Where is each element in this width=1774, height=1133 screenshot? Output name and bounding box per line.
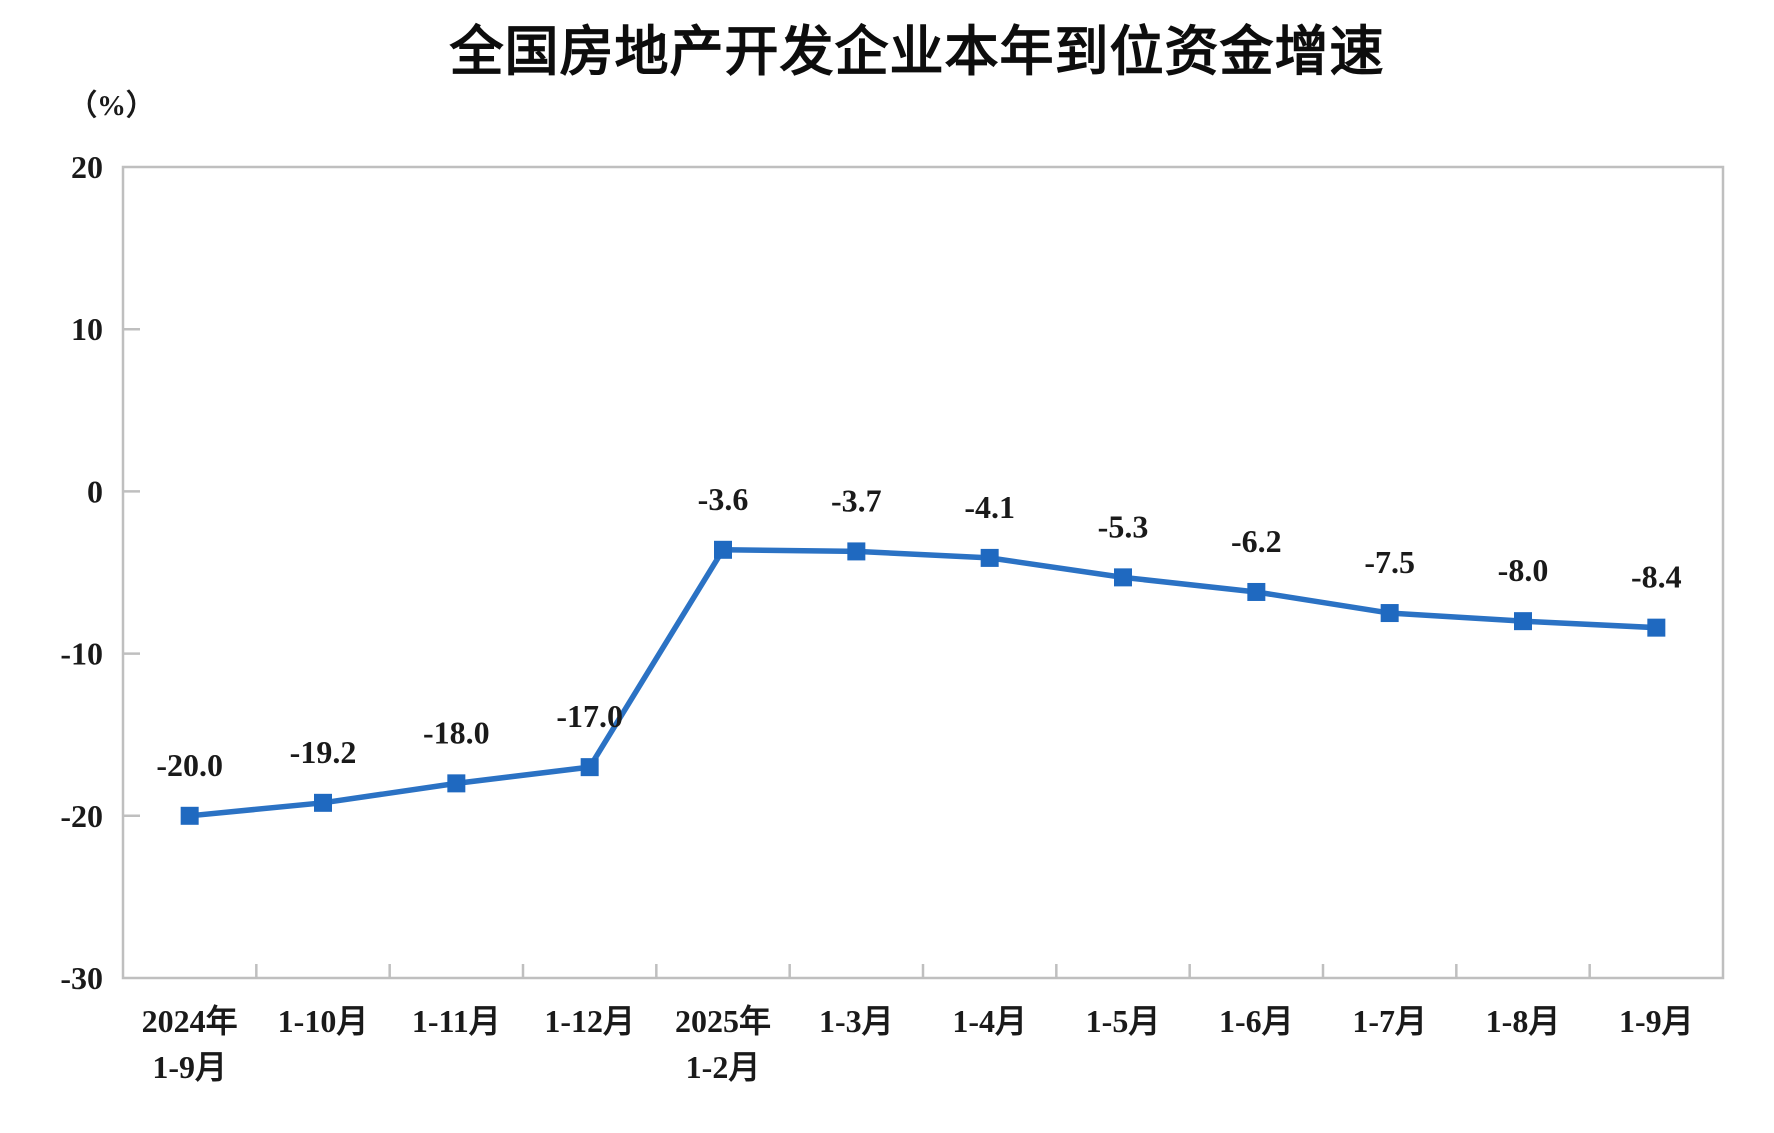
y-axis-tick-label: 0: [87, 473, 103, 509]
x-axis-tick-label: 1-9月: [152, 1049, 227, 1085]
data-point-label: -8.0: [1498, 552, 1549, 588]
data-point-marker: [1380, 604, 1399, 623]
data-point-marker: [1114, 568, 1132, 587]
data-point-marker: [580, 758, 599, 777]
data-point-label: -8.4: [1631, 559, 1682, 595]
data-point-marker: [314, 793, 332, 812]
data-line: [186, 547, 1660, 819]
x-axis-tick-label: 1-9月: [1619, 1003, 1694, 1039]
x-axis-tick-label: 1-6月: [1219, 1003, 1294, 1039]
data-point-marker: [1647, 618, 1666, 637]
data-point-marker: [447, 774, 466, 793]
data-point-label: -20.0: [156, 747, 223, 783]
data-point-marker: [980, 548, 999, 567]
y-axis-tick-label: 10: [71, 311, 103, 347]
x-axis-tick-label: 1-7月: [1352, 1003, 1427, 1039]
plot-border: [121, 165, 1725, 980]
data-point-marker: [180, 806, 199, 825]
x-axis-tick-label: 1-3月: [819, 1003, 894, 1039]
data-point-marker: [1514, 612, 1532, 631]
x-axis-tick-label: 1-4月: [952, 1003, 1027, 1039]
data-point-marker: [1247, 582, 1266, 601]
y-axis-tick-label: -20: [60, 798, 103, 834]
data-point-label: -7.5: [1364, 544, 1415, 580]
x-axis-tick-label: 1-11月: [412, 1003, 501, 1039]
data-point-marker: [714, 540, 732, 559]
data-point-label: -18.0: [423, 714, 490, 750]
x-axis-tick-label: 2024年: [142, 1003, 238, 1039]
x-axis-tick-label: 1-2月: [686, 1049, 761, 1085]
y-axis-tick-label: -10: [60, 636, 103, 672]
x-axis-tick-label: 1-5月: [1086, 1003, 1161, 1039]
x-axis-tick-label: 1-8月: [1486, 1003, 1561, 1039]
x-axis-tick-label: 1-10月: [278, 1003, 369, 1039]
data-point-label: -3.7: [831, 482, 882, 518]
x-axis-tick-label: 2025年: [675, 1003, 771, 1039]
y-axis-unit-label: （%）: [68, 90, 156, 122]
y-axis-tick-label: -30: [60, 960, 103, 996]
data-point-label: -4.1: [964, 489, 1015, 525]
data-point-label: -5.3: [1098, 508, 1149, 544]
x-axis-tick-label: 1-12月: [544, 1003, 635, 1039]
chart-title: 全国房地产开发企业本年到位资金增速: [449, 22, 1385, 82]
data-point-marker: [847, 542, 866, 561]
data-point-label: -6.2: [1231, 523, 1282, 559]
data-point-label: -19.2: [290, 734, 357, 770]
y-axis-tick-label: 20: [71, 149, 103, 185]
data-point-label: -17.0: [556, 698, 623, 734]
data-point-label: -3.6: [698, 481, 749, 517]
